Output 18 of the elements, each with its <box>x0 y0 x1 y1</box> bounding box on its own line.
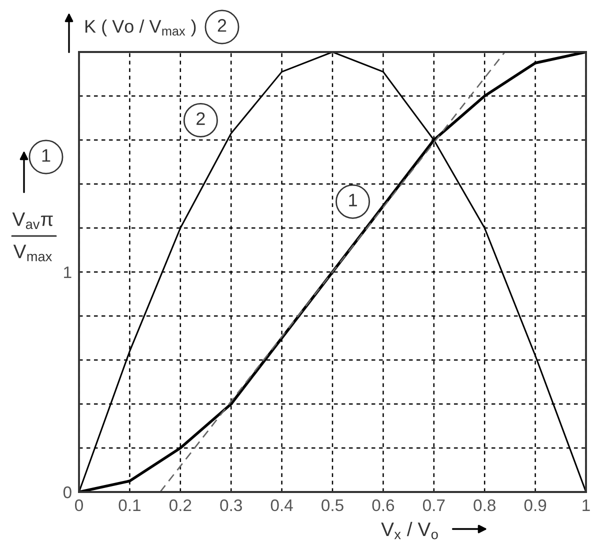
x-tick-label: 0 <box>75 499 83 512</box>
x-tick-label: 0.5 <box>322 499 344 512</box>
text: K ( Vo / V$_{max}$ ) <box>85 20 196 36</box>
annotation: 2 <box>196 112 205 125</box>
annotation: 1 <box>349 194 357 206</box>
x-tick-label: 0.9 <box>524 499 546 512</box>
x-tick-label: 0.3 <box>220 499 242 512</box>
x-tick-label: 0.6 <box>372 499 394 512</box>
x-axis-title: V$_{x}$ / V$_{o}$ <box>381 522 438 540</box>
text: V$_{av}$π V$_{max}$ <box>12 212 53 262</box>
x-tick-label: 0.2 <box>169 499 192 512</box>
text: 1 <box>42 149 50 162</box>
x-tick-label: 1 <box>582 500 590 512</box>
x-tick-label: 0.7 <box>422 499 445 512</box>
x-tick-label: 0.1 <box>118 499 140 512</box>
text: 2 <box>218 19 226 32</box>
x-tick-label: 0.8 <box>474 499 496 512</box>
x-tick-label: 0.4 <box>270 499 293 512</box>
